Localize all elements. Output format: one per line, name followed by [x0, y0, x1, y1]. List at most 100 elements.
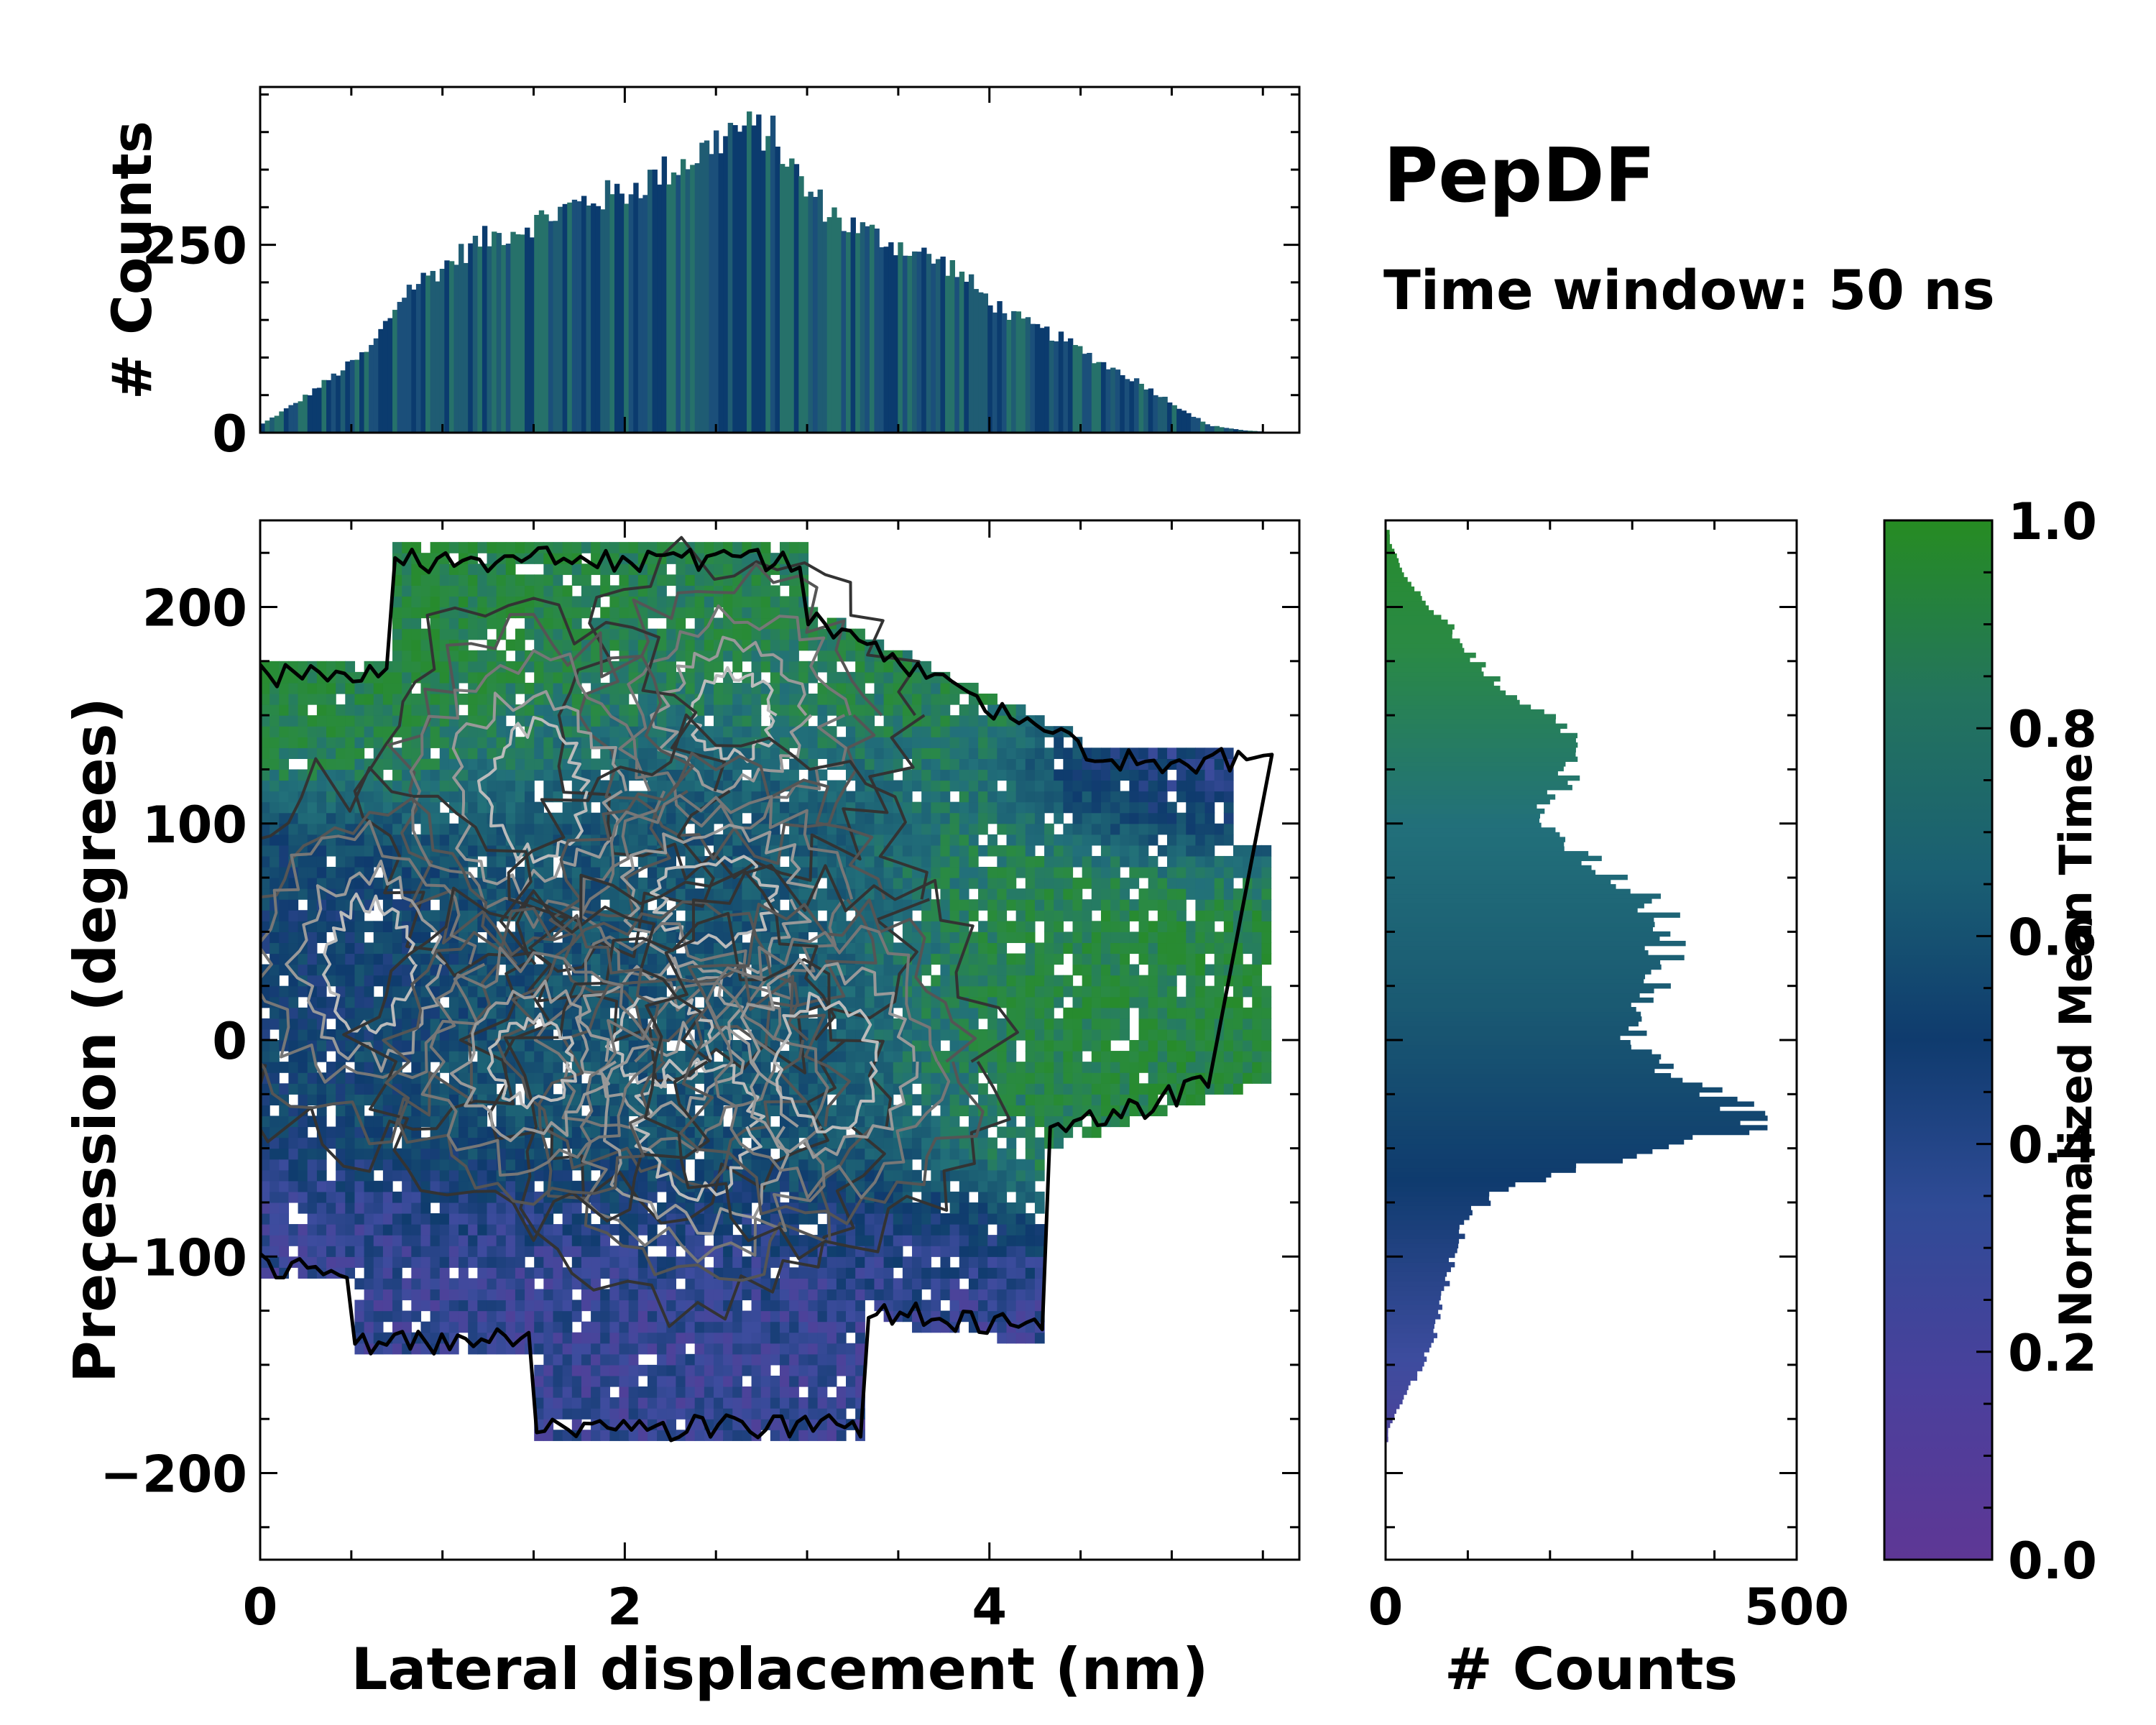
heatmap-cell	[600, 1007, 610, 1019]
heatmap-cell	[392, 769, 402, 781]
heatmap-cell	[288, 682, 299, 694]
heatmap-cell	[316, 715, 327, 727]
heatmap-cell	[817, 748, 828, 759]
heatmap-cell	[402, 1040, 412, 1052]
heatmap-cell	[628, 628, 639, 640]
heatmap-cell	[619, 1397, 630, 1409]
heatmap-cell	[600, 1310, 610, 1322]
heatmap-cell	[279, 1202, 290, 1214]
heatmap-cell	[760, 1408, 771, 1420]
heatmap-cell	[260, 1235, 270, 1246]
heatmap-cell	[270, 769, 280, 781]
heatmap-cell	[364, 996, 374, 1008]
heatmap-cell	[364, 1007, 374, 1019]
heatmap-cell	[260, 1213, 270, 1225]
heatmap-cell	[279, 737, 290, 748]
heatmap-cell	[657, 1018, 667, 1030]
heatmap-cell	[713, 1364, 724, 1376]
heatmap-cell	[732, 921, 743, 932]
heatmap-cell	[732, 1256, 743, 1268]
heatmap-cell	[420, 1029, 431, 1041]
heatmap-cell	[704, 1364, 714, 1376]
heatmap-cell	[534, 726, 544, 737]
heatmap-cell	[751, 704, 762, 716]
heatmap-cell	[260, 921, 270, 932]
heatmap-cell	[411, 650, 422, 662]
heatmap-cell	[628, 1300, 639, 1312]
heatmap-cell	[883, 964, 894, 976]
heatmap-cell	[581, 1321, 591, 1333]
heatmap-cell	[468, 704, 478, 716]
heatmap-cell	[316, 1040, 327, 1052]
heatmap-cell	[751, 1375, 762, 1387]
heatmap-cell	[865, 791, 875, 803]
heatmap-cell	[279, 834, 290, 846]
heatmap-cell	[364, 867, 374, 878]
heatmap-cell	[826, 704, 837, 716]
heatmap-cell	[883, 671, 894, 684]
heatmap-cell	[609, 1300, 620, 1312]
heatmap-cell	[364, 953, 374, 965]
heatmap-cell	[836, 704, 847, 716]
heatmap-cell	[723, 585, 733, 597]
heatmap-cell	[808, 1159, 819, 1171]
heatmap-cell	[496, 758, 507, 770]
heatmap-cell	[298, 737, 308, 748]
heatmap-cell	[288, 715, 299, 727]
heatmap-cell	[865, 661, 875, 673]
heatmap-cell	[798, 1321, 809, 1333]
heatmap-cell	[846, 791, 856, 803]
heatmap-cell	[468, 737, 478, 748]
heatmap-cell	[732, 1180, 743, 1192]
heatmap-cell	[420, 607, 431, 619]
heatmap-cell	[411, 1256, 422, 1268]
heatmap-cell	[628, 1375, 639, 1387]
heatmap-cell	[382, 726, 393, 737]
heatmap-cell	[685, 639, 696, 651]
heatmap-cell	[382, 715, 393, 727]
top-histogram-bar	[1001, 313, 1008, 433]
heatmap-cell	[581, 823, 591, 835]
heatmap-cell	[505, 682, 516, 694]
heatmap-cell	[307, 1148, 318, 1160]
heatmap-cell	[619, 1332, 630, 1344]
heatmap-cell	[354, 910, 365, 921]
heatmap-cell	[619, 1267, 630, 1279]
heatmap-cell	[382, 1116, 393, 1128]
heatmap-cell	[855, 661, 865, 673]
heatmap-cell	[826, 1267, 837, 1279]
heatmap-cell	[893, 942, 903, 954]
heatmap-cell	[666, 1300, 676, 1312]
heatmap-cell	[600, 758, 610, 770]
heatmap-cell	[279, 682, 290, 694]
top-histogram-bar	[931, 263, 936, 433]
heatmap-cell	[836, 1267, 847, 1279]
heatmap-cell	[619, 899, 630, 911]
heatmap-cell	[345, 1213, 356, 1225]
heatmap-cell	[780, 694, 790, 705]
heatmap-cell	[468, 1072, 478, 1084]
heatmap-cell	[496, 737, 507, 748]
heatmap-cell	[543, 769, 554, 781]
heatmap-cell	[298, 1267, 308, 1279]
heatmap-cell	[676, 1321, 686, 1333]
heatmap-cell	[657, 1332, 667, 1344]
heatmap-cell	[326, 791, 336, 803]
heatmap-cell	[685, 1364, 696, 1376]
heatmap-cell	[798, 542, 809, 553]
heatmap-cell	[505, 758, 516, 770]
top-histogram-bar	[1181, 410, 1187, 433]
heatmap-cell	[505, 823, 516, 835]
top-histogram-bar	[1087, 352, 1092, 433]
heatmap-cell	[798, 1375, 809, 1387]
heatmap-cell	[704, 1191, 714, 1203]
heatmap-cell	[826, 1278, 837, 1290]
heatmap-cell	[723, 1083, 733, 1095]
heatmap-cell	[515, 682, 525, 694]
heatmap-cell	[694, 1353, 705, 1366]
heatmap-cell	[496, 542, 507, 553]
heatmap-cell	[666, 1007, 676, 1019]
heatmap-cell	[354, 1191, 365, 1203]
heatmap-cell	[496, 1278, 507, 1290]
heatmap-cell	[459, 628, 469, 640]
